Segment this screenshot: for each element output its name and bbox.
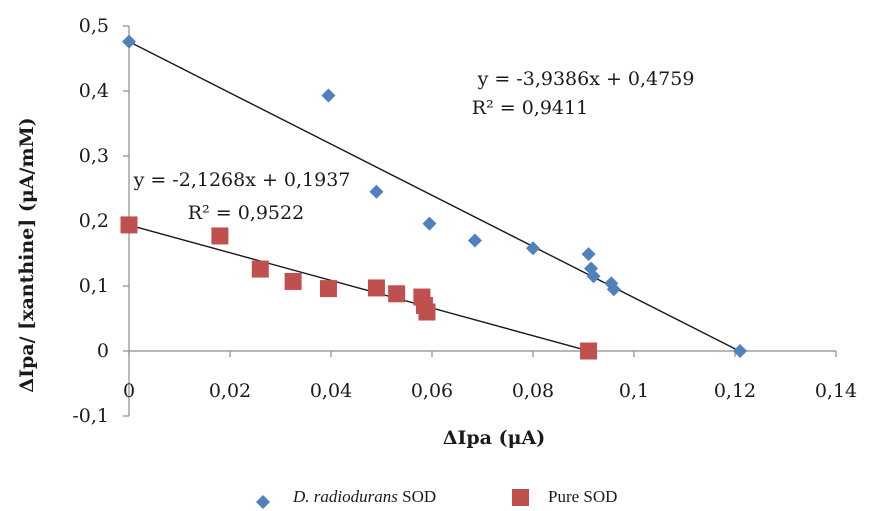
x-tick-label: 0,08 bbox=[512, 380, 554, 402]
data-point-series-1 bbox=[586, 269, 601, 284]
legend: D. radiodurans SOD Pure SOD bbox=[256, 487, 617, 509]
x-axis-ticks: 0 0,02 0,04 0,06 0,08 0,1 0,12 0,14 bbox=[123, 351, 857, 402]
trendline-series-2 bbox=[128, 224, 589, 352]
x-tick-label: 0,06 bbox=[411, 380, 453, 402]
data-point-series-2 bbox=[211, 227, 229, 245]
y-tick-label: -0,1 bbox=[72, 405, 109, 427]
data-point-series-1 bbox=[467, 233, 482, 248]
legend-label-series-1: D. radiodurans SOD bbox=[292, 487, 436, 506]
r2-series-2: R² = 0,9522 bbox=[188, 202, 304, 224]
legend-label-series-1-italic: D. radiodurans bbox=[292, 487, 398, 506]
data-point-series-2 bbox=[418, 303, 436, 321]
data-point-series-1 bbox=[321, 88, 336, 103]
r2-series-1: R² = 0,9411 bbox=[472, 97, 588, 119]
legend-marker-series-2 bbox=[512, 489, 529, 506]
x-axis-title: ΔIpa (μA) bbox=[443, 427, 545, 449]
x-tick-label: 0,12 bbox=[714, 380, 756, 402]
data-point-series-1 bbox=[369, 184, 384, 199]
x-tick-label: 0,1 bbox=[619, 380, 649, 402]
y-tick-label: 0,5 bbox=[79, 15, 109, 37]
data-point-series-1 bbox=[526, 241, 540, 256]
x-tick-label: 0 bbox=[123, 380, 135, 402]
legend-marker-series-1 bbox=[256, 495, 270, 509]
y-tick-label: 0,4 bbox=[79, 80, 109, 102]
x-tick-label: 0,14 bbox=[815, 380, 857, 402]
legend-label-series-1-plain: SOD bbox=[398, 487, 436, 506]
data-point-series-1 bbox=[122, 34, 136, 49]
y-tick-label: 0 bbox=[97, 340, 109, 362]
data-point-series-2 bbox=[284, 272, 302, 290]
data-point-series-2 bbox=[367, 279, 385, 297]
equation-series-1: y = -3,9386x + 0,4759 bbox=[477, 68, 695, 90]
data-point-series-1 bbox=[422, 216, 437, 231]
y-tick-label: 0,3 bbox=[79, 145, 109, 167]
data-point-series-1 bbox=[606, 282, 621, 297]
x-tick-label: 0,04 bbox=[310, 380, 352, 402]
x-tick-label: 0,02 bbox=[209, 380, 251, 402]
legend-label-series-2: Pure SOD bbox=[548, 487, 617, 506]
y-axis-title: ΔIpa/ [xanthine] (μA/mM) bbox=[16, 117, 38, 392]
y-tick-label: 0,1 bbox=[79, 275, 109, 297]
y-axis-ticks: -0,1 0 0,1 0,2 0,3 0,4 0,5 bbox=[72, 15, 129, 427]
data-point-series-1 bbox=[733, 344, 748, 358]
data-point-series-2 bbox=[120, 216, 138, 234]
equation-series-2: y = -2,1268x + 0,1937 bbox=[133, 169, 351, 191]
data-points bbox=[120, 34, 748, 360]
data-point-series-2 bbox=[319, 280, 337, 298]
data-point-series-2 bbox=[251, 260, 269, 278]
data-point-series-1 bbox=[581, 247, 596, 262]
y-tick-label: 0,2 bbox=[79, 210, 109, 232]
trendline-series-1 bbox=[128, 41, 741, 353]
trendlines bbox=[128, 41, 741, 353]
data-point-series-2 bbox=[388, 285, 406, 303]
data-point-series-2 bbox=[580, 342, 598, 360]
